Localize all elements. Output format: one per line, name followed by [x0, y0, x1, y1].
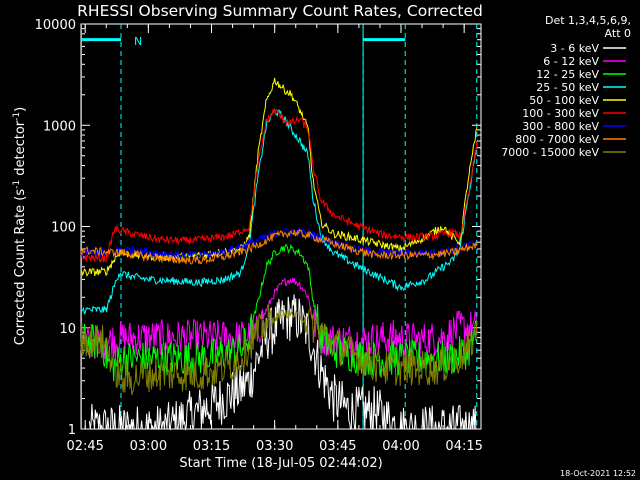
- x-tick-labels: 02:45 03:00 03:15 03:30 03:45 04:00 04:15: [66, 439, 482, 454]
- series-layer: [80, 77, 478, 431]
- y-axis-label: Corrected Count Rate (s-1 detector-1): [12, 107, 28, 345]
- y-axis-label-start: Corrected Count Rate (s: [13, 189, 28, 346]
- footer-date: 18-Oct-2021 12:52: [560, 469, 636, 478]
- y-axis-label-middle: detector: [13, 120, 28, 180]
- legend-header-line2: Att 0: [605, 27, 631, 40]
- plot-area: N: [80, 23, 482, 431]
- y-axis-label-end: ): [13, 107, 28, 112]
- legend-label: 300 - 800 keV: [522, 120, 599, 133]
- chart-title: RHESSI Observing Summary Count Rates, Co…: [77, 2, 483, 20]
- legend-header-line1: Det 1,3,4,5,6,9,: [545, 14, 631, 27]
- series-line: [80, 108, 478, 263]
- legend-label: 3 - 6 keV: [550, 42, 599, 55]
- legend-label: 100 - 300 keV: [522, 107, 599, 120]
- y-tick-label: 100: [51, 221, 76, 236]
- x-tick-label: 04:00: [382, 439, 419, 454]
- legend-label: 800 - 7000 keV: [515, 133, 599, 146]
- y-tick-label: 10: [59, 322, 76, 337]
- x-tick-label: 02:45: [66, 439, 103, 454]
- x-axis-label: Start Time (18-Jul-05 02:44:02): [179, 456, 382, 471]
- x-tick-label: 04:15: [445, 439, 482, 454]
- x-tick-label: 03:15: [193, 439, 230, 454]
- night-marker: N: [134, 35, 142, 48]
- x-tick-label: 03:30: [256, 439, 293, 454]
- legend-label: 7000 - 15000 keV: [501, 146, 599, 159]
- legend-label: 6 - 12 keV: [543, 55, 599, 68]
- x-tick-label: 03:00: [130, 439, 167, 454]
- series-line: [80, 277, 478, 360]
- series-line: [80, 304, 478, 395]
- legend-label: 12 - 25 keV: [536, 68, 599, 81]
- y-axis-label-exp2: -1: [12, 112, 22, 121]
- y-axis-label-exp1: -1: [12, 180, 22, 189]
- y-tick-labels: 1 10 100 1000 10000: [35, 18, 76, 438]
- series-line: [80, 107, 478, 315]
- x-tick-label: 03:45: [319, 439, 356, 454]
- legend-label: 25 - 50 keV: [536, 81, 599, 94]
- series-line: [80, 228, 478, 265]
- legend-label: 50 - 100 keV: [529, 94, 599, 107]
- series-line: [88, 294, 477, 431]
- y-tick-label: 1000: [43, 119, 76, 134]
- y-tick-label: 10000: [35, 18, 76, 33]
- y-tick-label: 1: [68, 423, 76, 438]
